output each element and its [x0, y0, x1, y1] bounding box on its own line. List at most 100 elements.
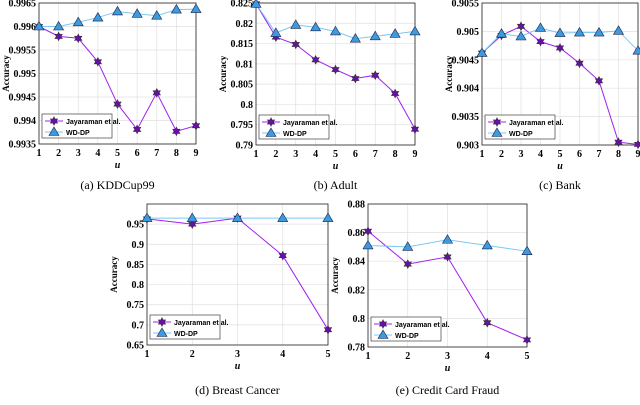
y-axis-label: Accuracy — [109, 256, 119, 293]
data-point-wd-dp — [277, 212, 289, 222]
data-point-jayaraman — [191, 120, 201, 131]
y-tick-label: 0.84 — [348, 257, 366, 268]
data-point-wd-dp — [593, 26, 605, 37]
data-point-wd-dp — [515, 30, 527, 41]
legend-marker — [48, 126, 60, 136]
legend-label: Jayaraman et al. — [174, 320, 229, 327]
data-point-wd-dp — [329, 25, 342, 36]
data-point-jayaraman — [363, 226, 373, 237]
x-tick-label: 3 — [76, 148, 81, 159]
x-tick-label: 9 — [636, 149, 640, 160]
data-point-wd-dp — [53, 20, 65, 31]
legend-label: WD-DP — [395, 333, 419, 340]
y-tick-label: 0.805 — [231, 80, 254, 91]
data-point-wd-dp — [495, 28, 508, 38]
y-tick-label: 0.85 — [127, 260, 145, 271]
x-tick-label: 4 — [538, 149, 543, 160]
data-point-wd-dp — [310, 21, 322, 32]
y-axis-label: Accuracy — [218, 55, 228, 92]
y-tick-label: 0.88 — [348, 200, 366, 211]
data-point-wd-dp — [250, 0, 262, 8]
data-point-jayaraman — [403, 259, 412, 269]
y-tick-label: 0.8 — [241, 100, 254, 111]
legend-label: WD-DP — [509, 131, 533, 138]
x-tick-label: 5 — [115, 148, 120, 159]
data-point-jayaraman — [291, 39, 300, 50]
y-tick-label: 0.994 — [14, 116, 37, 127]
y-tick-label: 0.825 — [231, 0, 254, 10]
data-point-wd-dp — [362, 239, 374, 250]
y-tick-label: 0.905 — [457, 27, 480, 38]
data-point-jayaraman — [522, 334, 532, 345]
x-tick-label: 5 — [558, 149, 563, 160]
legend-label: WD-DP — [283, 131, 307, 138]
x-tick-label: 4 — [95, 148, 100, 159]
x-tick-label: 2 — [499, 149, 504, 160]
y-tick-label: 0.9 — [132, 240, 145, 251]
data-point-jayaraman — [483, 317, 492, 328]
subplot-2: 0.79 0.795 0.8 0.805 0.81 0.815 0.82 0.825 1 2 3 4 5… — [218, 0, 421, 192]
x-tick-label: 4 — [485, 351, 490, 362]
legend-marker — [265, 127, 277, 137]
legend-label: WD-DP — [174, 331, 198, 338]
y-tick-label: 0.8 — [353, 314, 366, 325]
data-point-wd-dp — [521, 245, 533, 255]
data-point-jayaraman — [152, 87, 161, 98]
subplot-3: 0.903 0.9035 0.904 0.9045 0.905 0.9055 1 2 3 4 5 6 7… — [444, 0, 640, 192]
data-point-jayaraman — [188, 219, 197, 229]
data-point-jayaraman — [371, 70, 380, 81]
y-tick-label: 0.9055 — [452, 0, 480, 10]
data-point-wd-dp — [441, 234, 454, 244]
x-tick-label: 4 — [280, 349, 285, 360]
legend: Jayaraman et al. WD-DP — [484, 114, 564, 140]
x-tick-label: 2 — [273, 149, 278, 160]
data-point-jayaraman — [594, 75, 604, 86]
x-tick-label: 5 — [333, 149, 338, 160]
data-point-jayaraman — [443, 252, 452, 262]
legend-label: Jayaraman et al. — [509, 120, 564, 127]
y-tick-label: 0.795 — [231, 120, 254, 131]
legend-marker — [266, 117, 276, 127]
data-point-wd-dp — [111, 5, 124, 16]
legend-label: Jayaraman et al. — [66, 119, 121, 126]
x-tick-label: 7 — [154, 148, 159, 159]
data-point-wd-dp — [231, 212, 244, 222]
data-point-wd-dp — [141, 212, 153, 222]
y-tick-label: 0.79 — [236, 141, 254, 152]
x-tick-label: 5 — [326, 349, 331, 360]
data-point-wd-dp — [33, 20, 45, 31]
data-point-jayaraman — [323, 324, 333, 335]
x-tick-label: 1 — [145, 349, 150, 360]
data-point-jayaraman — [516, 21, 526, 32]
subplot-1: 0.9935 0.994 0.9945 0.995 0.9955 0.996 0.9965 1… — [1, 0, 202, 192]
y-tick-label: 0.9035 — [452, 112, 480, 123]
x-tick-label: 3 — [293, 149, 298, 160]
data-point-jayaraman — [575, 58, 584, 69]
x-tick-label: 6 — [135, 148, 140, 159]
data-point-wd-dp — [322, 212, 334, 222]
legend-marker — [491, 127, 503, 137]
data-point-wd-dp — [481, 239, 493, 250]
y-tick-label: 0.65 — [127, 341, 145, 352]
data-point-jayaraman — [555, 43, 565, 53]
x-tick-label: 5 — [525, 351, 530, 362]
data-point-wd-dp — [409, 25, 421, 36]
subplot-caption: (e) Credit Card Fraud — [396, 383, 500, 397]
data-point-wd-dp — [92, 11, 104, 22]
data-point-wd-dp — [389, 28, 401, 38]
y-axis-label: Accuracy — [444, 55, 454, 92]
x-tick-label: 6 — [353, 149, 358, 160]
x-tick-label: 9 — [194, 148, 199, 159]
data-point-wd-dp — [170, 3, 182, 14]
data-point-wd-dp — [534, 22, 547, 32]
x-tick-label: 8 — [393, 149, 398, 160]
data-point-jayaraman — [633, 139, 640, 150]
x-tick-label: 2 — [405, 351, 410, 362]
y-tick-label: 0.75 — [127, 300, 145, 311]
plot-frame — [255, 2, 416, 146]
data-point-jayaraman — [351, 73, 360, 84]
subplot-caption: (a) KDDCup99 — [80, 178, 154, 192]
x-tick-label: 8 — [616, 149, 621, 160]
data-point-wd-dp — [349, 33, 361, 43]
